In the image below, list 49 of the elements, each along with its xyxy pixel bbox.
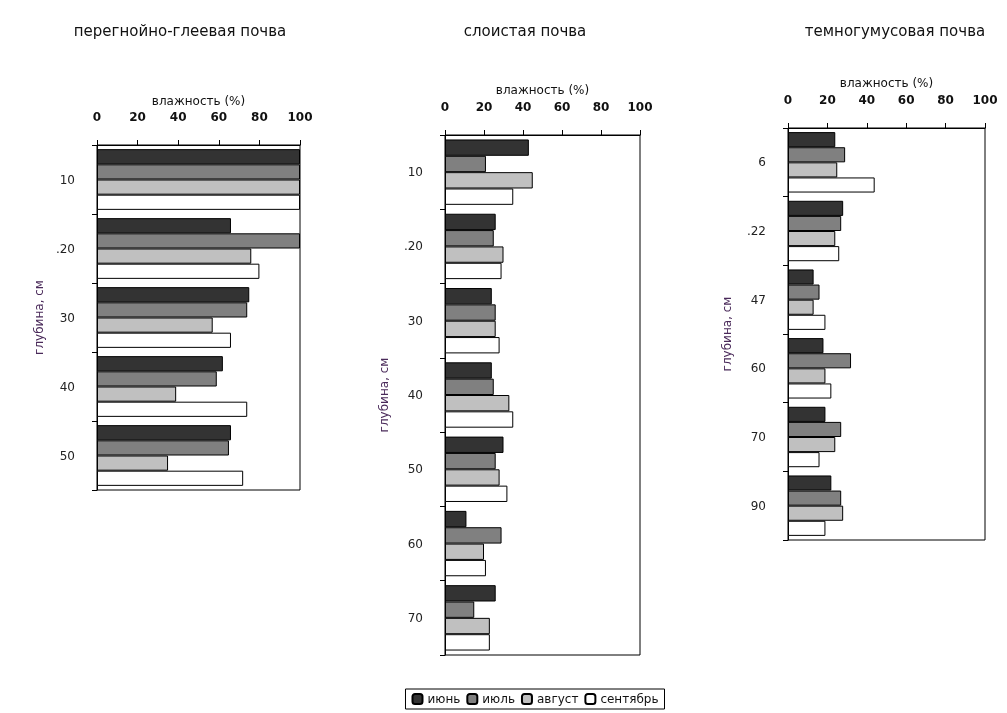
x-tick-label: 80 [592,100,610,114]
y-tick-label: 50 [407,462,423,477]
y-tick-label: 40 [59,379,75,394]
x-tick-label: 40 [858,93,876,107]
x-tick-label: 100 [627,100,653,114]
y-tick-label: 40 [407,388,423,402]
x-axis-title: влажность (%) [495,83,590,98]
y-tick-label: 60 [750,361,766,376]
x-tick-label: 60 [897,93,915,107]
y-tick-label: 30 [407,313,423,328]
y-tick-label: 30 [59,310,75,325]
x-tick-label: 20 [129,110,146,124]
x-tick-label: 100 [972,93,998,107]
y-axis-title: глубина, см [720,296,734,372]
chart-title: слоистая почва [463,21,587,40]
x-tick-label: 80 [937,93,954,107]
legend-label: июнь [427,692,461,706]
y-tick-label: .20 [55,241,75,256]
chart-title: темногумусовая почва [804,21,986,40]
x-tick-label: 20 [475,100,493,114]
x-tick-label: 40 [169,110,187,124]
y-axis-title: глубина, см [32,280,47,355]
x-tick-label: 20 [819,93,836,107]
x-tick-label: 0 [440,100,450,114]
y-tick-label: 70 [750,430,766,444]
y-tick-label: 6 [758,155,766,170]
x-tick-label: 60 [553,100,571,114]
x-tick-label: 60 [210,110,228,124]
y-tick-label: .22 [746,224,766,238]
y-tick-label: 10 [59,172,75,187]
y-tick-label: 10 [407,165,423,180]
x-tick-label: 40 [514,100,532,114]
y-axis-title: глубина, см [377,357,391,433]
y-tick-label: 60 [407,536,423,551]
y-tick-label: 70 [407,610,423,625]
x-axis-title: влажность (%) [151,94,246,108]
legend-label: август [536,692,579,706]
x-tick-label: 0 [92,110,102,124]
legend-label: июль [482,692,515,706]
x-tick-label: 100 [287,110,313,124]
x-tick-label: 80 [251,110,268,124]
y-tick-label: 90 [750,498,766,513]
y-tick-label: .20 [403,239,423,254]
legend-label: сентябрь [600,692,659,706]
chart-title: перегнойно-глеевая почва [73,21,287,40]
x-axis-title: влажность (%) [839,76,934,91]
y-tick-label: 47 [750,292,766,307]
y-tick-label: 50 [59,448,75,463]
x-tick-label: 0 [783,93,793,107]
